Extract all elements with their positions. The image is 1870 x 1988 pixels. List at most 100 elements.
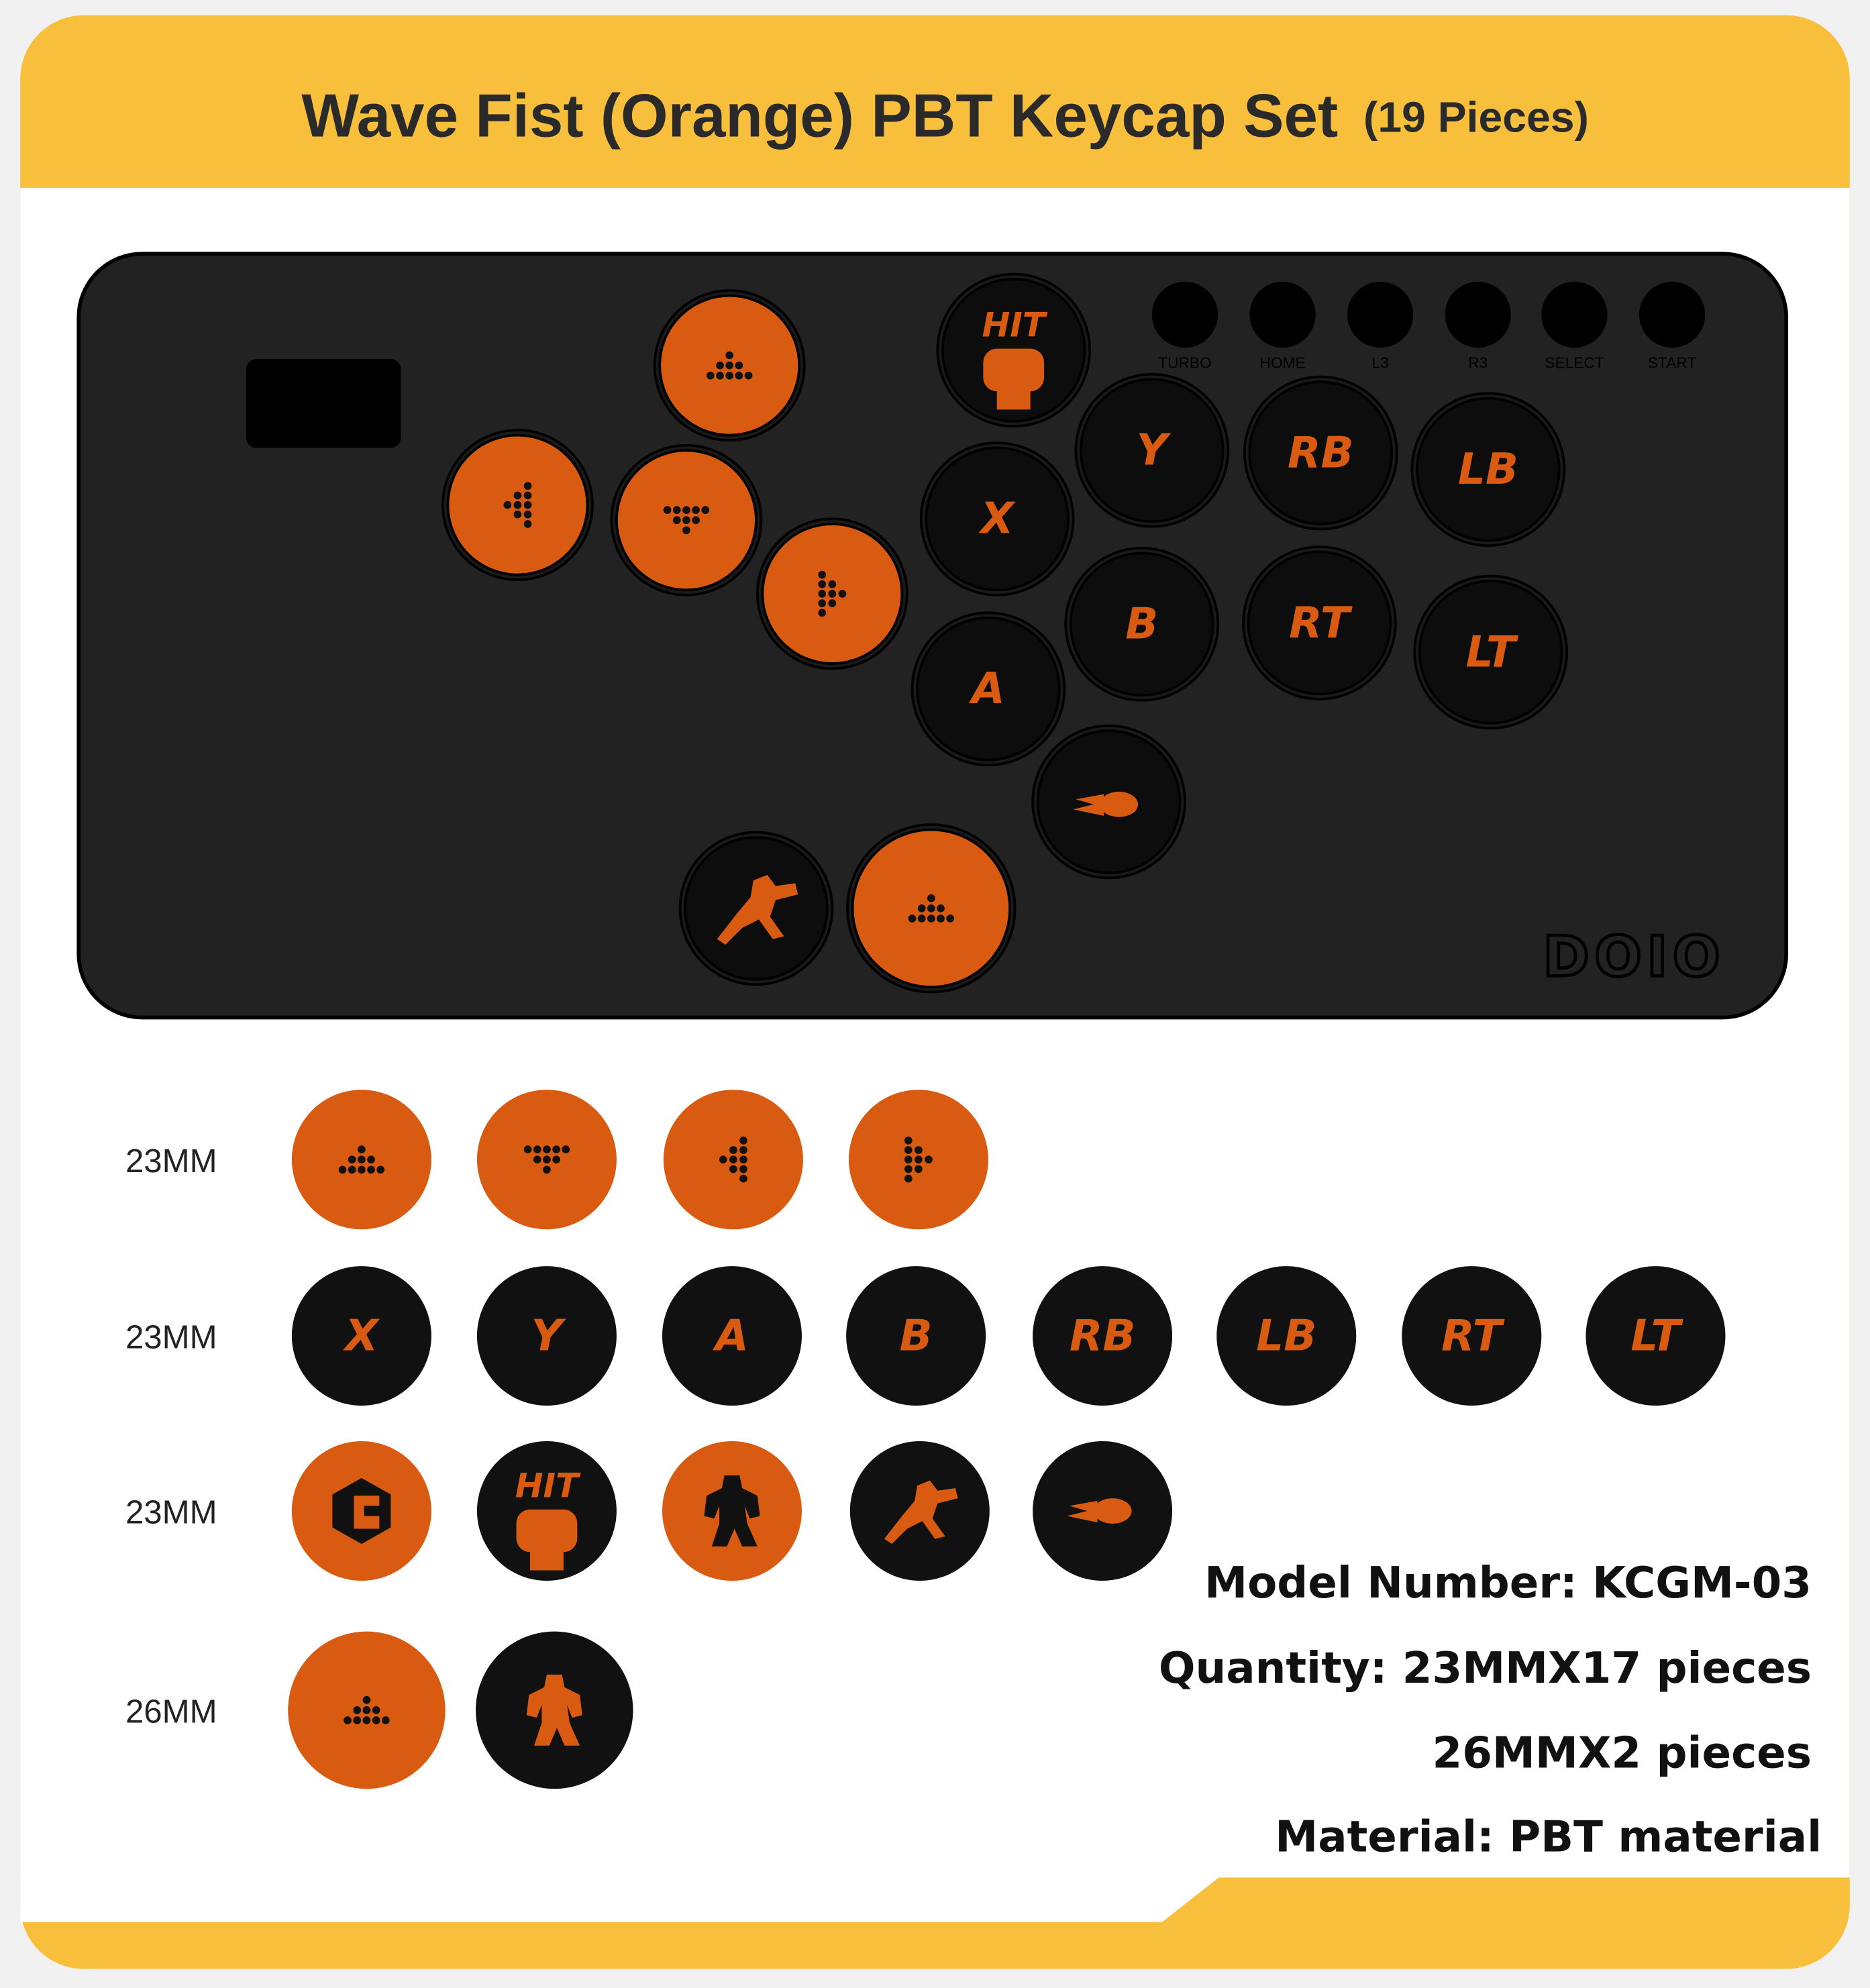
icon xyxy=(526,1674,582,1746)
keycap-label: A xyxy=(968,664,1005,714)
dot xyxy=(367,1165,375,1174)
dot xyxy=(353,1716,362,1724)
function-button xyxy=(1639,281,1706,348)
dot xyxy=(523,1145,532,1153)
dot xyxy=(523,482,532,490)
keycap xyxy=(925,446,1070,592)
dot xyxy=(552,1155,560,1164)
function-label: R3 xyxy=(1468,354,1488,372)
brand-logo: DOIO xyxy=(1543,924,1725,989)
dot xyxy=(818,580,827,588)
screen xyxy=(246,359,401,448)
function-button xyxy=(1541,281,1608,348)
fist xyxy=(516,1509,578,1553)
keycap-label: B xyxy=(900,1310,933,1361)
dot-arrow xyxy=(338,1145,385,1174)
fighter xyxy=(884,1480,958,1545)
dot xyxy=(358,1165,366,1174)
dot xyxy=(818,599,827,608)
dot xyxy=(523,491,532,500)
dot xyxy=(543,1155,551,1164)
dot xyxy=(701,506,710,515)
dot xyxy=(946,914,955,923)
dot xyxy=(927,904,935,912)
dot xyxy=(523,501,532,509)
dot xyxy=(818,609,827,617)
dot-arrow xyxy=(719,1137,747,1183)
size-label: 23MM xyxy=(125,1143,217,1180)
dot xyxy=(927,914,935,923)
dot xyxy=(682,526,690,535)
keycap xyxy=(476,1266,617,1406)
dot xyxy=(917,914,926,923)
icon xyxy=(818,570,847,617)
spec-line: Quantity: 23MMX17 pieces xyxy=(1159,1643,1812,1693)
dot xyxy=(828,599,837,608)
dot xyxy=(904,1146,913,1154)
keycap xyxy=(846,1266,986,1406)
function-button xyxy=(1151,281,1218,348)
keycap xyxy=(1416,397,1561,542)
dot xyxy=(744,371,753,380)
dot xyxy=(523,520,532,528)
dot xyxy=(716,371,724,380)
dot xyxy=(344,1716,352,1724)
size-label: 23MM xyxy=(125,1319,217,1356)
dot xyxy=(917,904,926,912)
fire-tail xyxy=(1067,1500,1098,1523)
keycap-label: RB xyxy=(1288,427,1353,478)
dot xyxy=(358,1145,366,1153)
body-tab xyxy=(20,1876,1220,1922)
dot xyxy=(925,1155,933,1164)
dot-arrow xyxy=(908,894,955,923)
dot xyxy=(682,516,690,525)
dot xyxy=(552,1145,560,1153)
keycap-label: LT xyxy=(1466,627,1519,677)
dot xyxy=(362,1716,371,1724)
dot xyxy=(381,1716,390,1724)
fighter-standing xyxy=(526,1674,582,1746)
dot xyxy=(362,1706,371,1714)
function-label: HOME xyxy=(1260,354,1306,372)
keycap-label: RT xyxy=(1441,1310,1506,1361)
dot xyxy=(362,1695,371,1704)
fist xyxy=(983,348,1045,392)
dot xyxy=(367,1155,375,1164)
dot xyxy=(682,506,690,515)
dot xyxy=(672,506,681,515)
title: Wave Fist (Orange) PBT Keycap Set xyxy=(301,83,1338,150)
icon xyxy=(503,482,532,528)
icon xyxy=(338,1145,385,1174)
dot xyxy=(729,1165,737,1173)
icon xyxy=(1067,1498,1132,1524)
icon xyxy=(523,1145,570,1174)
dot xyxy=(533,1155,541,1164)
icon xyxy=(706,351,753,380)
header-title: Wave Fist (Orange) PBT Keycap Set (19 Pie… xyxy=(301,83,1588,150)
icon xyxy=(717,874,798,945)
icon xyxy=(908,894,955,923)
logo-cut xyxy=(354,1496,380,1529)
keycap xyxy=(1033,1266,1173,1406)
keycap xyxy=(1080,378,1225,523)
dot xyxy=(725,361,734,370)
keycap xyxy=(1069,552,1214,697)
spec-line: Model Number: KCGM-03 xyxy=(1204,1558,1812,1608)
size-label: 26MM xyxy=(125,1693,217,1730)
keycap xyxy=(1216,1266,1357,1406)
keycap-label: X xyxy=(978,494,1016,544)
dot xyxy=(372,1706,380,1714)
dot xyxy=(719,1155,727,1164)
keycap-label: B xyxy=(1125,599,1158,649)
dot xyxy=(725,371,734,380)
dot xyxy=(338,1165,347,1174)
keycap xyxy=(1247,550,1392,696)
dot-arrow xyxy=(344,1695,390,1724)
dot xyxy=(503,501,512,509)
icon xyxy=(719,1137,747,1183)
keycap xyxy=(1248,380,1394,525)
fireball xyxy=(1093,1498,1132,1524)
hit-text: HIT xyxy=(515,1466,581,1505)
